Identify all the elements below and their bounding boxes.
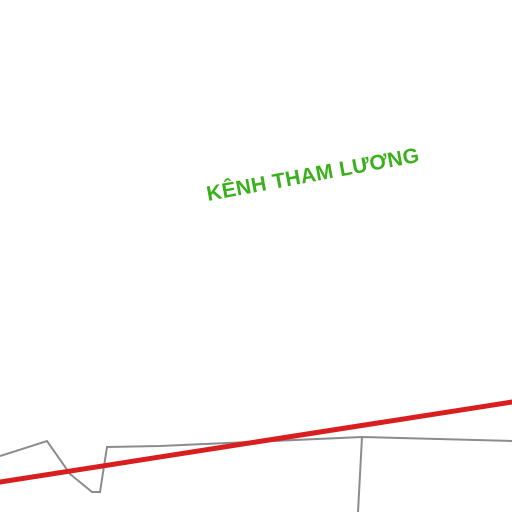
canal-label: KÊNH THAM LƯƠNG <box>205 143 422 206</box>
boundary-lines <box>0 435 512 512</box>
boundary-line-west <box>0 435 512 493</box>
boundary-line-vertical <box>357 436 363 512</box>
main-route-line[interactable] <box>0 399 512 485</box>
